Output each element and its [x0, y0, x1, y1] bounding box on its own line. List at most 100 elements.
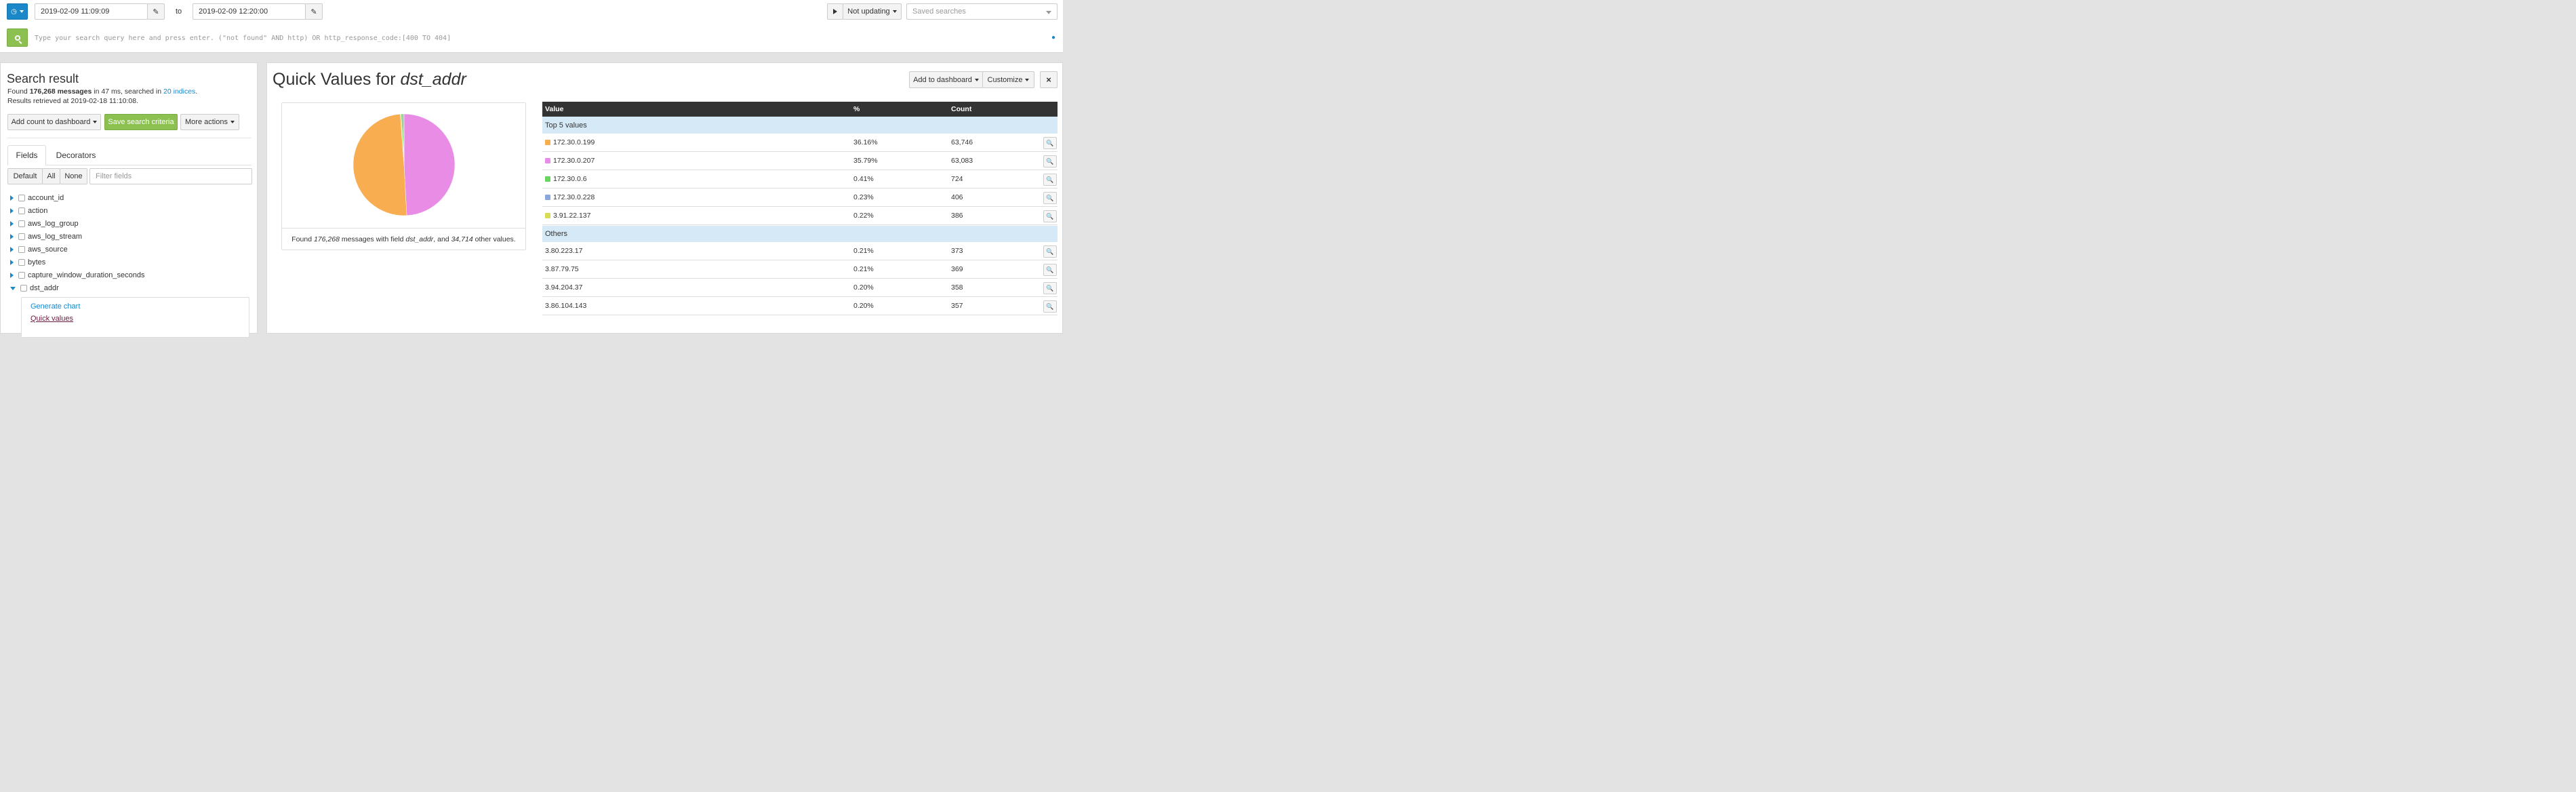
tab-decorators[interactable]: Decorators: [56, 151, 96, 160]
field-checkbox[interactable]: [18, 207, 25, 214]
close-icon: ×: [1046, 75, 1051, 85]
range-from-input[interactable]: 2019-02-09 11:09:09: [35, 3, 148, 20]
zoom-in-button[interactable]: 🔍: [1043, 300, 1057, 313]
table-row: 172.30.0.228 0.23% 406 🔍: [542, 189, 1058, 207]
field-label: account_id: [28, 194, 64, 202]
save-search-criteria-button[interactable]: Save search criteria: [104, 114, 178, 130]
table-row: 3.86.104.143 0.20% 357 🔍: [542, 297, 1058, 315]
zoom-in-icon: 🔍: [1046, 194, 1054, 201]
field-name: dst_addr: [400, 70, 466, 89]
zoom-in-button[interactable]: 🔍: [1043, 137, 1057, 149]
field-item-aws-log-group[interactable]: aws_log_group: [10, 218, 79, 230]
add-to-dashboard-button[interactable]: Add to dashboard: [909, 71, 983, 88]
row-count: 369: [951, 265, 963, 273]
search-result-panel: Search result Found 176,268 messages in …: [0, 62, 258, 338]
expand-icon[interactable]: [10, 260, 14, 265]
zoom-in-icon: 🔍: [1046, 176, 1054, 183]
field-checkbox[interactable]: [18, 246, 25, 253]
play-icon: [833, 9, 837, 14]
row-percent: 0.41%: [853, 175, 874, 183]
field-item-account-id[interactable]: account_id: [10, 192, 64, 204]
quick-values-link[interactable]: Quick values: [31, 315, 73, 323]
zoom-in-button[interactable]: 🔍: [1043, 155, 1057, 167]
expand-icon[interactable]: [10, 221, 14, 226]
color-swatch: [545, 195, 550, 200]
table-row: 3.87.79.75 0.21% 369 🔍: [542, 260, 1058, 279]
filter-fields-input[interactable]: Filter fields: [89, 168, 252, 184]
add-count-to-dashboard-button[interactable]: Add count to dashboard: [7, 114, 101, 130]
color-swatch: [545, 140, 550, 145]
field-checkbox[interactable]: [18, 220, 25, 227]
field-checkbox[interactable]: [18, 272, 25, 279]
relative-time-button[interactable]: ◷: [7, 3, 28, 20]
row-value: 3.91.22.137: [553, 212, 591, 220]
field-item-aws-source[interactable]: aws_source: [10, 243, 68, 256]
zoom-in-button[interactable]: 🔍: [1043, 210, 1057, 222]
zoom-in-button[interactable]: 🔍: [1043, 192, 1057, 204]
search-query-input[interactable]: Type your search query here and press en…: [35, 35, 451, 42]
more-actions-button[interactable]: More actions: [180, 114, 239, 130]
zoom-in-button[interactable]: 🔍: [1043, 174, 1057, 186]
expand-icon[interactable]: [10, 195, 14, 201]
expand-icon[interactable]: [10, 208, 14, 214]
zoom-in-icon: 🔍: [1046, 284, 1054, 292]
generate-chart-link[interactable]: Generate chart: [31, 302, 81, 311]
row-count: 373: [951, 247, 963, 255]
row-count: 63,083: [951, 157, 973, 165]
zoom-in-button[interactable]: 🔍: [1043, 282, 1057, 294]
saved-searches-select[interactable]: Saved searches: [906, 3, 1058, 20]
field-item-capture-window-duration-seconds[interactable]: capture_window_duration_seconds: [10, 269, 144, 281]
color-swatch: [545, 213, 550, 218]
row-percent: 0.20%: [853, 302, 874, 310]
search-button[interactable]: [7, 28, 28, 47]
chevron-down-icon: [1046, 11, 1051, 14]
field-checkbox[interactable]: [18, 233, 25, 240]
field-label: capture_window_duration_seconds: [28, 271, 145, 279]
field-checkbox[interactable]: [18, 195, 25, 201]
customize-button[interactable]: Customize: [982, 71, 1034, 88]
field-item-action[interactable]: action: [10, 205, 47, 217]
pie-chart: [353, 113, 456, 216]
row-value: 3.87.79.75: [545, 265, 579, 273]
zoom-in-icon: 🔍: [1046, 212, 1054, 220]
zoom-in-button[interactable]: 🔍: [1043, 264, 1057, 276]
table-row: 3.91.22.137 0.22% 386 🔍: [542, 207, 1058, 225]
pie-card: Found 176,268 messages with field dst_ad…: [281, 102, 526, 250]
pie-slice-172-30-0-207: [403, 113, 456, 216]
field-item-aws-log-stream[interactable]: aws_log_stream: [10, 231, 82, 243]
filter-none-button[interactable]: None: [60, 168, 87, 184]
indices-link[interactable]: 20 indices: [163, 87, 196, 96]
lightbulb-icon[interactable]: ●: [1051, 34, 1056, 41]
range-to-picker-button[interactable]: ✎: [305, 3, 323, 20]
expand-icon[interactable]: [10, 247, 14, 252]
quick-values-title: Quick Values for dst_addr: [273, 70, 466, 89]
range-from-picker-button[interactable]: ✎: [147, 3, 165, 20]
filter-default-button[interactable]: Default: [7, 168, 43, 184]
row-percent: 0.21%: [853, 265, 874, 273]
row-value: 3.80.223.17: [545, 247, 583, 255]
filter-all-button[interactable]: All: [42, 168, 60, 184]
field-label: aws_log_stream: [28, 233, 83, 241]
row-percent: 0.21%: [853, 247, 874, 255]
field-checkbox[interactable]: [18, 259, 25, 266]
collapse-icon[interactable]: [10, 286, 16, 290]
row-value: 172.30.0.6: [553, 175, 587, 183]
close-button[interactable]: ×: [1040, 71, 1058, 88]
zoom-in-button[interactable]: 🔍: [1043, 245, 1057, 258]
field-checkbox[interactable]: [20, 285, 27, 292]
field-submenu: Generate chart Quick values: [21, 297, 249, 338]
pie-slice-172-30-0-199: [353, 113, 407, 216]
expand-icon[interactable]: [10, 234, 14, 239]
field-item-dst-addr[interactable]: dst_addr: [10, 282, 59, 294]
refresh-dropdown[interactable]: Not updating: [843, 3, 902, 20]
expand-icon[interactable]: [10, 273, 14, 278]
range-to-input[interactable]: 2019-02-09 12:20:00: [193, 3, 306, 20]
tab-fields[interactable]: Fields: [7, 145, 46, 165]
clock-icon: ◷: [11, 7, 17, 16]
play-button[interactable]: [827, 3, 843, 20]
field-item-bytes[interactable]: bytes: [10, 256, 45, 269]
zoom-in-icon: 🔍: [1046, 139, 1054, 146]
row-count: 358: [951, 283, 963, 292]
table-row: 172.30.0.207 35.79% 63,083 🔍: [542, 152, 1058, 170]
row-percent: 0.20%: [853, 283, 874, 292]
